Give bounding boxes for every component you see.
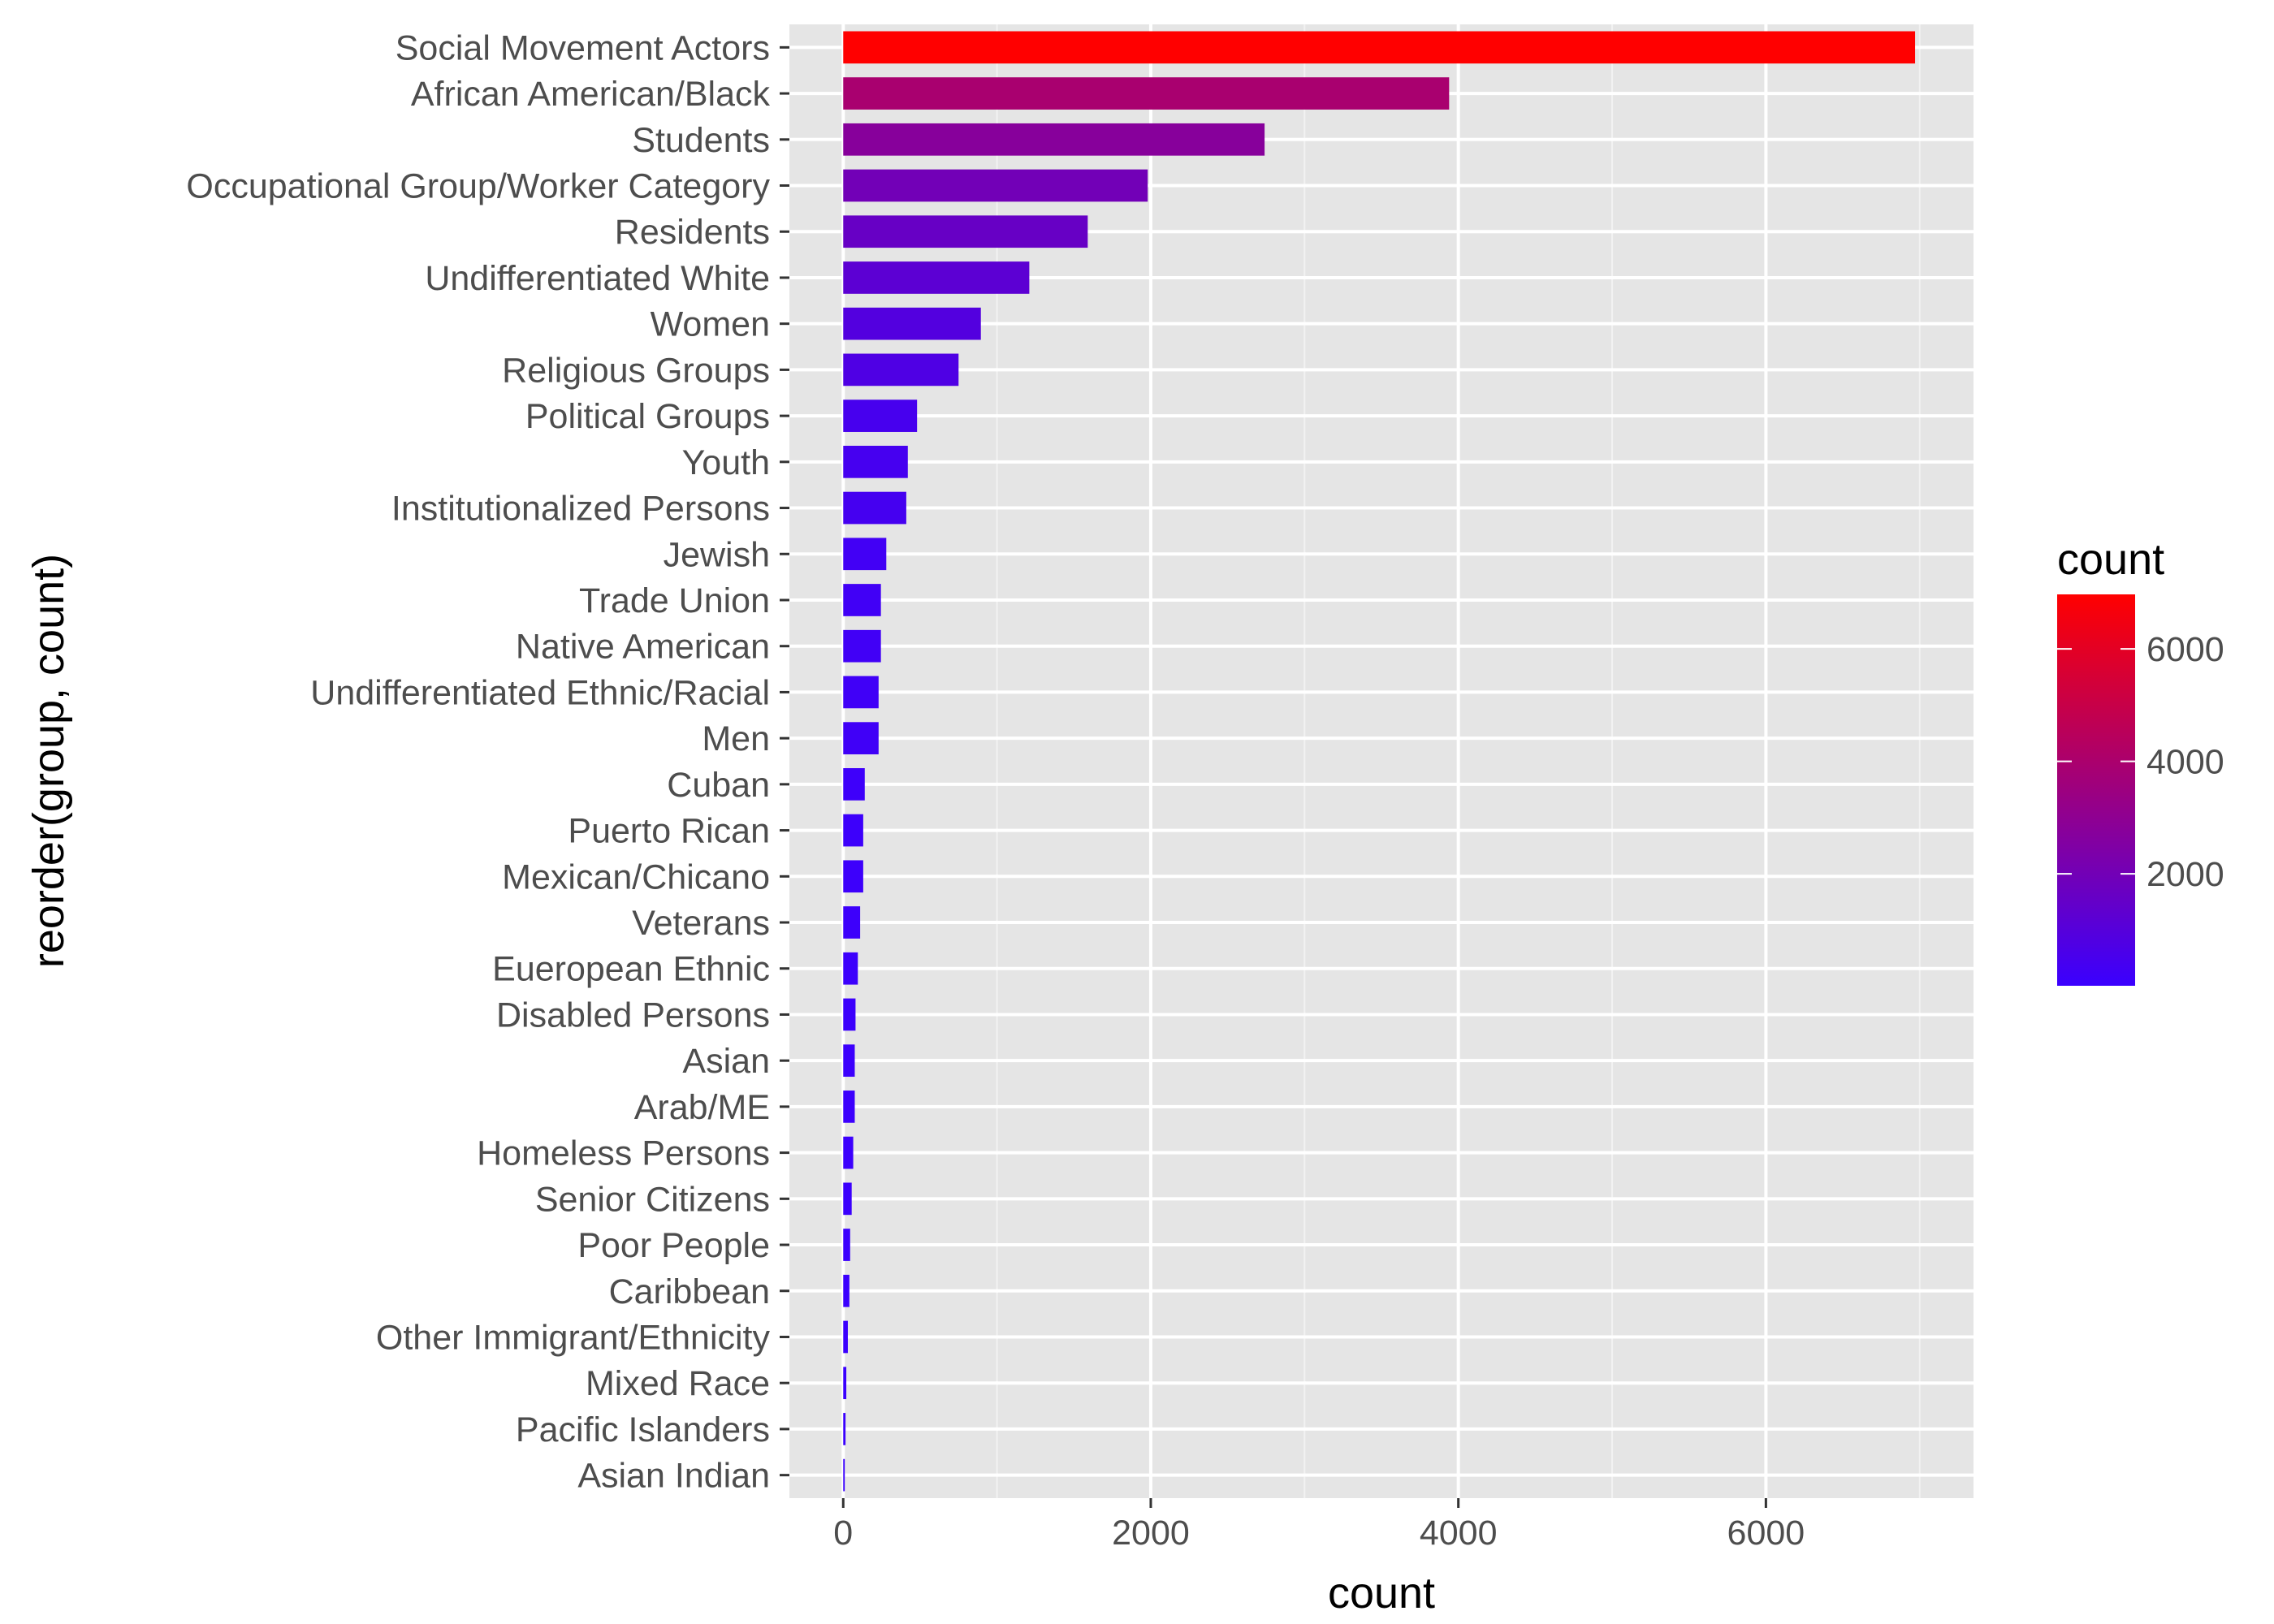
bar [843,1136,854,1169]
bar [843,261,1030,294]
bar [843,1458,845,1492]
y-tick-label: Cuban [667,766,770,805]
legend-title: count [2057,535,2164,584]
y-tick-label: African American/Black [411,75,771,114]
bar [843,215,1088,248]
bar [843,1413,846,1445]
y-tick-label: Men [702,719,770,758]
bars [843,31,1916,1492]
y-tick-label: Jewish [664,535,770,574]
bar [843,1320,848,1354]
y-tick-label: Homeless Persons [477,1134,770,1173]
legend-ticks: 2000 4000 6000 [2057,630,2224,894]
bar [843,860,863,893]
y-tick-label: Asian [682,1042,770,1081]
bar [843,491,906,525]
bar [843,1229,850,1261]
bar [843,31,1916,64]
y-tick-label: Occupational Group/Worker Category [186,167,770,206]
y-tick-label: Disabled Persons [496,996,770,1034]
legend-tick-label: 2000 [2146,855,2224,894]
y-axis-title: reorder(group, count) [24,554,73,968]
y-tick-label: Poor People [577,1226,770,1265]
bar [843,952,858,985]
x-axis-title: count [1328,1569,1435,1618]
y-tick-label: Youth [682,443,770,482]
bar [843,906,861,939]
y-tick-label: Undifferentiated Ethnic/Racial [310,673,770,712]
y-tick-label: Puerto Rican [568,812,770,851]
x-tick-label: 6000 [1727,1514,1805,1553]
legend-tick-label: 4000 [2146,743,2224,782]
bar [843,400,918,432]
legend-tick-label: 6000 [2146,630,2224,669]
bar [843,445,908,478]
bar [843,538,887,571]
bar [843,629,881,663]
bar [843,584,881,616]
y-tick-label: Women [651,305,770,344]
y-tick-label: Other Immigrant/Ethnicity [376,1318,771,1357]
bar [843,77,1450,110]
y-tick-label: Political Groups [525,397,770,436]
y-tick-label: Native American [516,628,770,667]
y-tick-label: Senior Citizens [535,1180,770,1219]
bar [843,722,879,754]
y-tick-label: Students [632,121,770,160]
color-legend: count 2000 4000 6000 [2057,535,2224,986]
y-tick-label: Veterans [632,904,770,943]
y-tick-label: Pacific Islanders [516,1410,770,1449]
y-tick-label: Arab/ME [634,1088,770,1127]
y-tick-label: Institutionalized Persons [391,490,770,529]
y-axis: Social Movement Actors African American/B… [186,28,789,1496]
bar [843,1091,855,1123]
legend-colorbar [2057,594,2135,986]
bar [843,307,981,340]
y-tick-label: Mixed Race [586,1364,770,1403]
y-tick-label: Asian Indian [577,1457,770,1496]
y-tick-label: Caribbean [609,1272,770,1311]
x-tick-label: 0 [833,1514,853,1553]
y-tick-label: Undifferentiated White [425,259,770,298]
bar [843,1044,855,1078]
y-tick-label: Religious Groups [502,351,770,390]
bar [843,998,856,1031]
bar [843,768,865,801]
x-axis: 0 2000 4000 6000 [833,1498,1805,1553]
y-tick-label: Mexican/Chicano [502,857,770,896]
bar [843,1367,847,1400]
bar [843,123,1265,156]
bar [843,353,959,387]
bar [843,1274,850,1307]
y-tick-label: Social Movement Actors [396,28,770,67]
y-tick-label: Trade Union [579,581,770,620]
bar [843,676,879,709]
bar [843,814,863,847]
y-tick-label: Residents [615,213,770,252]
x-tick-label: 4000 [1420,1514,1498,1553]
bar [843,169,1148,202]
bar [843,1182,852,1216]
y-tick-label: Eueropean Ethnic [492,950,770,989]
x-tick-label: 2000 [1112,1514,1190,1553]
